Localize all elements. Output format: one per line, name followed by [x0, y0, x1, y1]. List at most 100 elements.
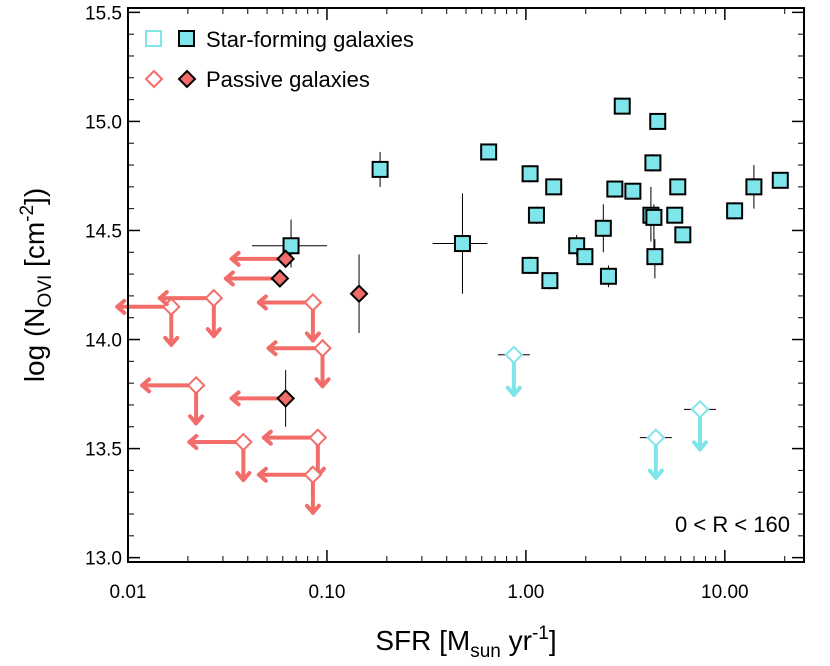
passive-open-diamond [204, 288, 224, 308]
y-tick-label: 14.5 [85, 221, 122, 242]
sf-detection [745, 165, 763, 209]
passive-sfr-limit [229, 390, 280, 407]
passive-open-diamond [313, 338, 332, 358]
sf-detection [645, 204, 663, 253]
y-tick-label: 13.0 [85, 549, 122, 570]
sf-square [282, 237, 300, 255]
sf-detection [606, 180, 624, 198]
sf-square [669, 178, 687, 196]
sf-detection [669, 178, 687, 196]
down-limit-arrow-head [647, 468, 664, 480]
sf-square [599, 267, 617, 285]
passive-upper-limit [115, 297, 181, 347]
down-limit-arrow-head [205, 327, 222, 339]
passive-sfr-limit [223, 270, 274, 287]
passive-detection [276, 370, 296, 427]
sf-square [541, 272, 559, 290]
down-limit-arrow-head [505, 385, 522, 397]
left-limit-arrow-head [266, 340, 278, 357]
sf-detection [726, 202, 744, 220]
y-tick-label: 15.5 [85, 3, 122, 24]
sf-detection [624, 182, 642, 200]
sf-square [649, 112, 667, 130]
left-limit-arrow-head [115, 298, 127, 315]
sf-detection [644, 154, 662, 172]
down-limit-arrow-head [188, 414, 205, 426]
down-limit-arrow-head [163, 335, 180, 347]
legend-item-star-forming: Star-forming galaxies [145, 27, 414, 52]
passive-diamond [349, 284, 369, 304]
passive-open-diamond [303, 465, 323, 485]
sf-square [646, 248, 664, 266]
sf-open-diamond [646, 428, 666, 448]
sf-square [545, 178, 563, 196]
sf-square [726, 202, 744, 220]
sf-detection [613, 97, 631, 115]
sf-square [527, 206, 545, 224]
sf-open-diamond [690, 399, 710, 419]
sf-square [674, 226, 692, 244]
sf-detection [545, 178, 563, 196]
x-tick-label: 0.01 [110, 582, 147, 603]
sf-square [606, 180, 624, 198]
left-limit-arrow-head [261, 429, 273, 446]
passive-upper-limit [140, 375, 206, 426]
passive-upper-limit [187, 432, 253, 483]
left-limit-arrow-head [140, 377, 152, 394]
sf-square [745, 178, 763, 196]
legend-open-square [145, 30, 162, 47]
left-limit-arrow-head [229, 390, 241, 407]
sf-square [771, 171, 789, 189]
passive-upper-limit [157, 288, 224, 339]
sf-square [371, 160, 389, 178]
sf-detection [771, 171, 789, 189]
passive-sfr-limit [229, 250, 280, 267]
legend-open-diamond [144, 69, 164, 89]
sf-square [521, 165, 539, 183]
passive-open-diamond [186, 375, 206, 395]
down-limit-arrow-head [691, 440, 708, 452]
legend-item-passive: Passive galaxies [144, 67, 370, 92]
y-axis-label: log (NOVI [cm-2]) [17, 188, 56, 382]
sf-square [576, 248, 594, 266]
passive-detection [276, 249, 296, 269]
legend: Star-forming galaxies Passive galaxies [144, 27, 414, 92]
sf-square [613, 97, 631, 115]
sf-square [624, 182, 642, 200]
sf-square [644, 154, 662, 172]
plot-marks [115, 97, 789, 515]
sf-detection [674, 226, 692, 244]
sf-detection [649, 112, 667, 130]
y-tick-label: 14.0 [85, 331, 122, 352]
passive-detection [349, 254, 369, 333]
passive-upper-limit [261, 428, 328, 478]
passive-diamond [270, 269, 290, 288]
sf-open-diamond [504, 345, 524, 365]
down-limit-arrow-head [314, 377, 331, 389]
legend-label-star-forming: Star-forming galaxies [206, 27, 414, 52]
passive-open-diamond [233, 432, 253, 452]
sf-detection [527, 206, 545, 224]
sf-square [666, 206, 684, 224]
sf-upper-limit [639, 428, 672, 480]
passive-upper-limit [256, 465, 323, 515]
down-limit-arrow-head [235, 471, 252, 483]
legend-filled-square [178, 30, 195, 47]
down-limit-arrow-head [304, 503, 321, 515]
y-tick-label: 15.0 [85, 112, 122, 133]
x-tick-label: 0.10 [308, 582, 345, 603]
passive-open-diamond [303, 293, 323, 312]
sf-detection [666, 206, 684, 224]
sf-detection [432, 193, 488, 294]
passive-detection [270, 269, 290, 288]
x-tick-label: 10.00 [701, 582, 749, 603]
sf-detection [594, 204, 612, 253]
sf-detection [480, 143, 498, 161]
sf-upper-limit [497, 345, 530, 397]
sf-square [453, 235, 471, 253]
left-limit-arrow-head [157, 290, 169, 307]
passive-upper-limit [256, 293, 323, 343]
passive-diamond [276, 389, 296, 408]
passive-diamond [276, 249, 296, 269]
